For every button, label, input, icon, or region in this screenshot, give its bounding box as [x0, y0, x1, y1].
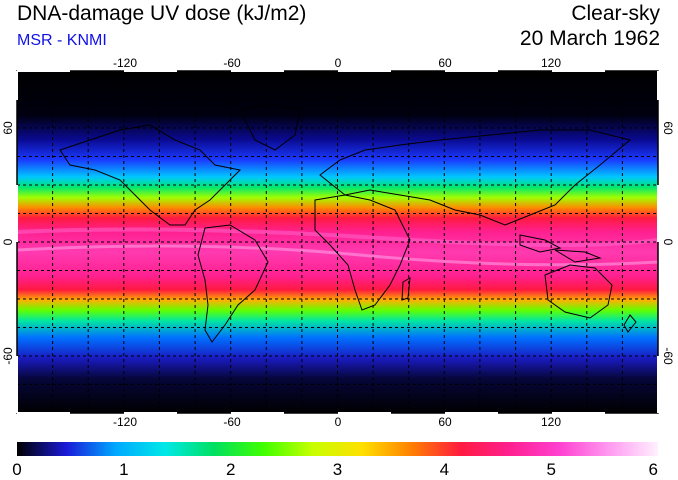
colorbar-label: 0: [12, 460, 21, 479]
equatorial-streak: [16, 244, 659, 267]
lat-tick-right: 0: [661, 239, 675, 246]
lon-tick-bottom: -120: [113, 415, 137, 429]
lon-tick-bottom: 120: [541, 415, 561, 429]
equatorial-streak: [16, 227, 659, 248]
colorbar-label: 5: [546, 460, 555, 479]
lon-tick-bottom: 0: [335, 415, 342, 429]
date-label: 20 March 1962: [519, 27, 660, 50]
frame-white-segments: [16, 70, 659, 414]
coastlines: [59, 104, 637, 343]
lon-tick-bottom: 60: [438, 415, 452, 429]
lat-tick-left: 0: [1, 238, 15, 245]
lon-tick-top: 0: [335, 56, 342, 70]
lat-tick-left: 60: [1, 121, 15, 135]
source-label: MSR - KNMI: [17, 32, 107, 49]
colorbar: [17, 442, 658, 456]
lon-tick-bottom: -60: [223, 415, 241, 429]
lat-tick-right: 60: [661, 121, 675, 135]
colorbar-label: 4: [440, 460, 449, 479]
colorbar-label: 6: [649, 460, 658, 479]
lon-tick-top: -120: [113, 56, 137, 70]
lon-tick-top: -60: [223, 56, 241, 70]
colorbar-label: 3: [333, 460, 342, 479]
lat-tick-right: -60: [661, 347, 675, 365]
map-title: DNA-damage UV dose (kJ/m2): [17, 2, 307, 25]
lat-tick-left: -60: [1, 347, 15, 365]
lon-tick-top: 120: [541, 56, 561, 70]
lon-tick-top: 60: [438, 56, 452, 70]
sky-condition-label: Clear-sky: [571, 2, 660, 25]
colorbar-label: 2: [226, 460, 235, 479]
colorbar-label: 1: [119, 460, 128, 479]
graticule: [17, 71, 658, 413]
